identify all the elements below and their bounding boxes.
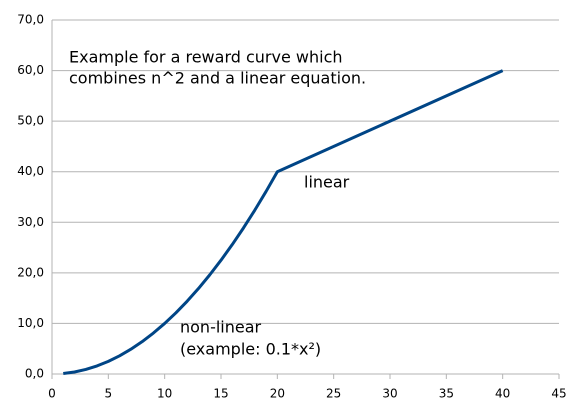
x-tick-label: 35: [439, 387, 454, 401]
y-tick-label: 10,0: [17, 316, 44, 330]
y-tick-label: 60,0: [17, 63, 44, 77]
annotation: non-linear: [180, 318, 262, 337]
annotation: combines n^2 and a linear equation.: [69, 69, 366, 88]
x-tick-label: 15: [213, 387, 228, 401]
x-tick-label: 30: [382, 387, 397, 401]
y-tick-label: 50,0: [17, 114, 44, 128]
x-tick-label: 0: [48, 387, 56, 401]
line: [63, 69, 504, 375]
x-tick-label: 40: [495, 387, 510, 401]
y-tick-label: 70,0: [17, 13, 44, 27]
annotation: linear: [304, 173, 350, 192]
y-tick-label: 20,0: [17, 265, 44, 279]
annotation: Example for a reward curve which: [69, 48, 343, 67]
y-tick-label: 30,0: [17, 215, 44, 229]
x-tick-label: 25: [326, 387, 341, 401]
x-tick-label: 20: [270, 387, 285, 401]
x-tick-label: 10: [157, 387, 172, 401]
x-tick-label: 45: [551, 387, 566, 401]
y-tick-label: 0,0: [25, 367, 44, 381]
x-tick-label: 5: [105, 387, 113, 401]
annotation: (example: 0.1*x²): [180, 340, 321, 359]
y-tick-label: 40,0: [17, 164, 44, 178]
